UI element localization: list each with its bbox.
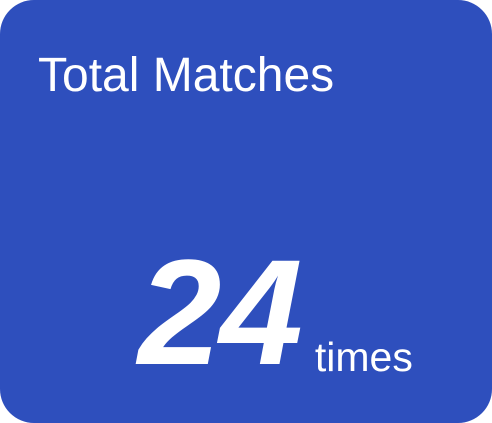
match-count-unit: times <box>314 334 413 380</box>
match-count-row: 24 times <box>138 228 413 396</box>
match-count-value: 24 <box>138 228 303 396</box>
card-title: Total Matches <box>38 49 335 102</box>
